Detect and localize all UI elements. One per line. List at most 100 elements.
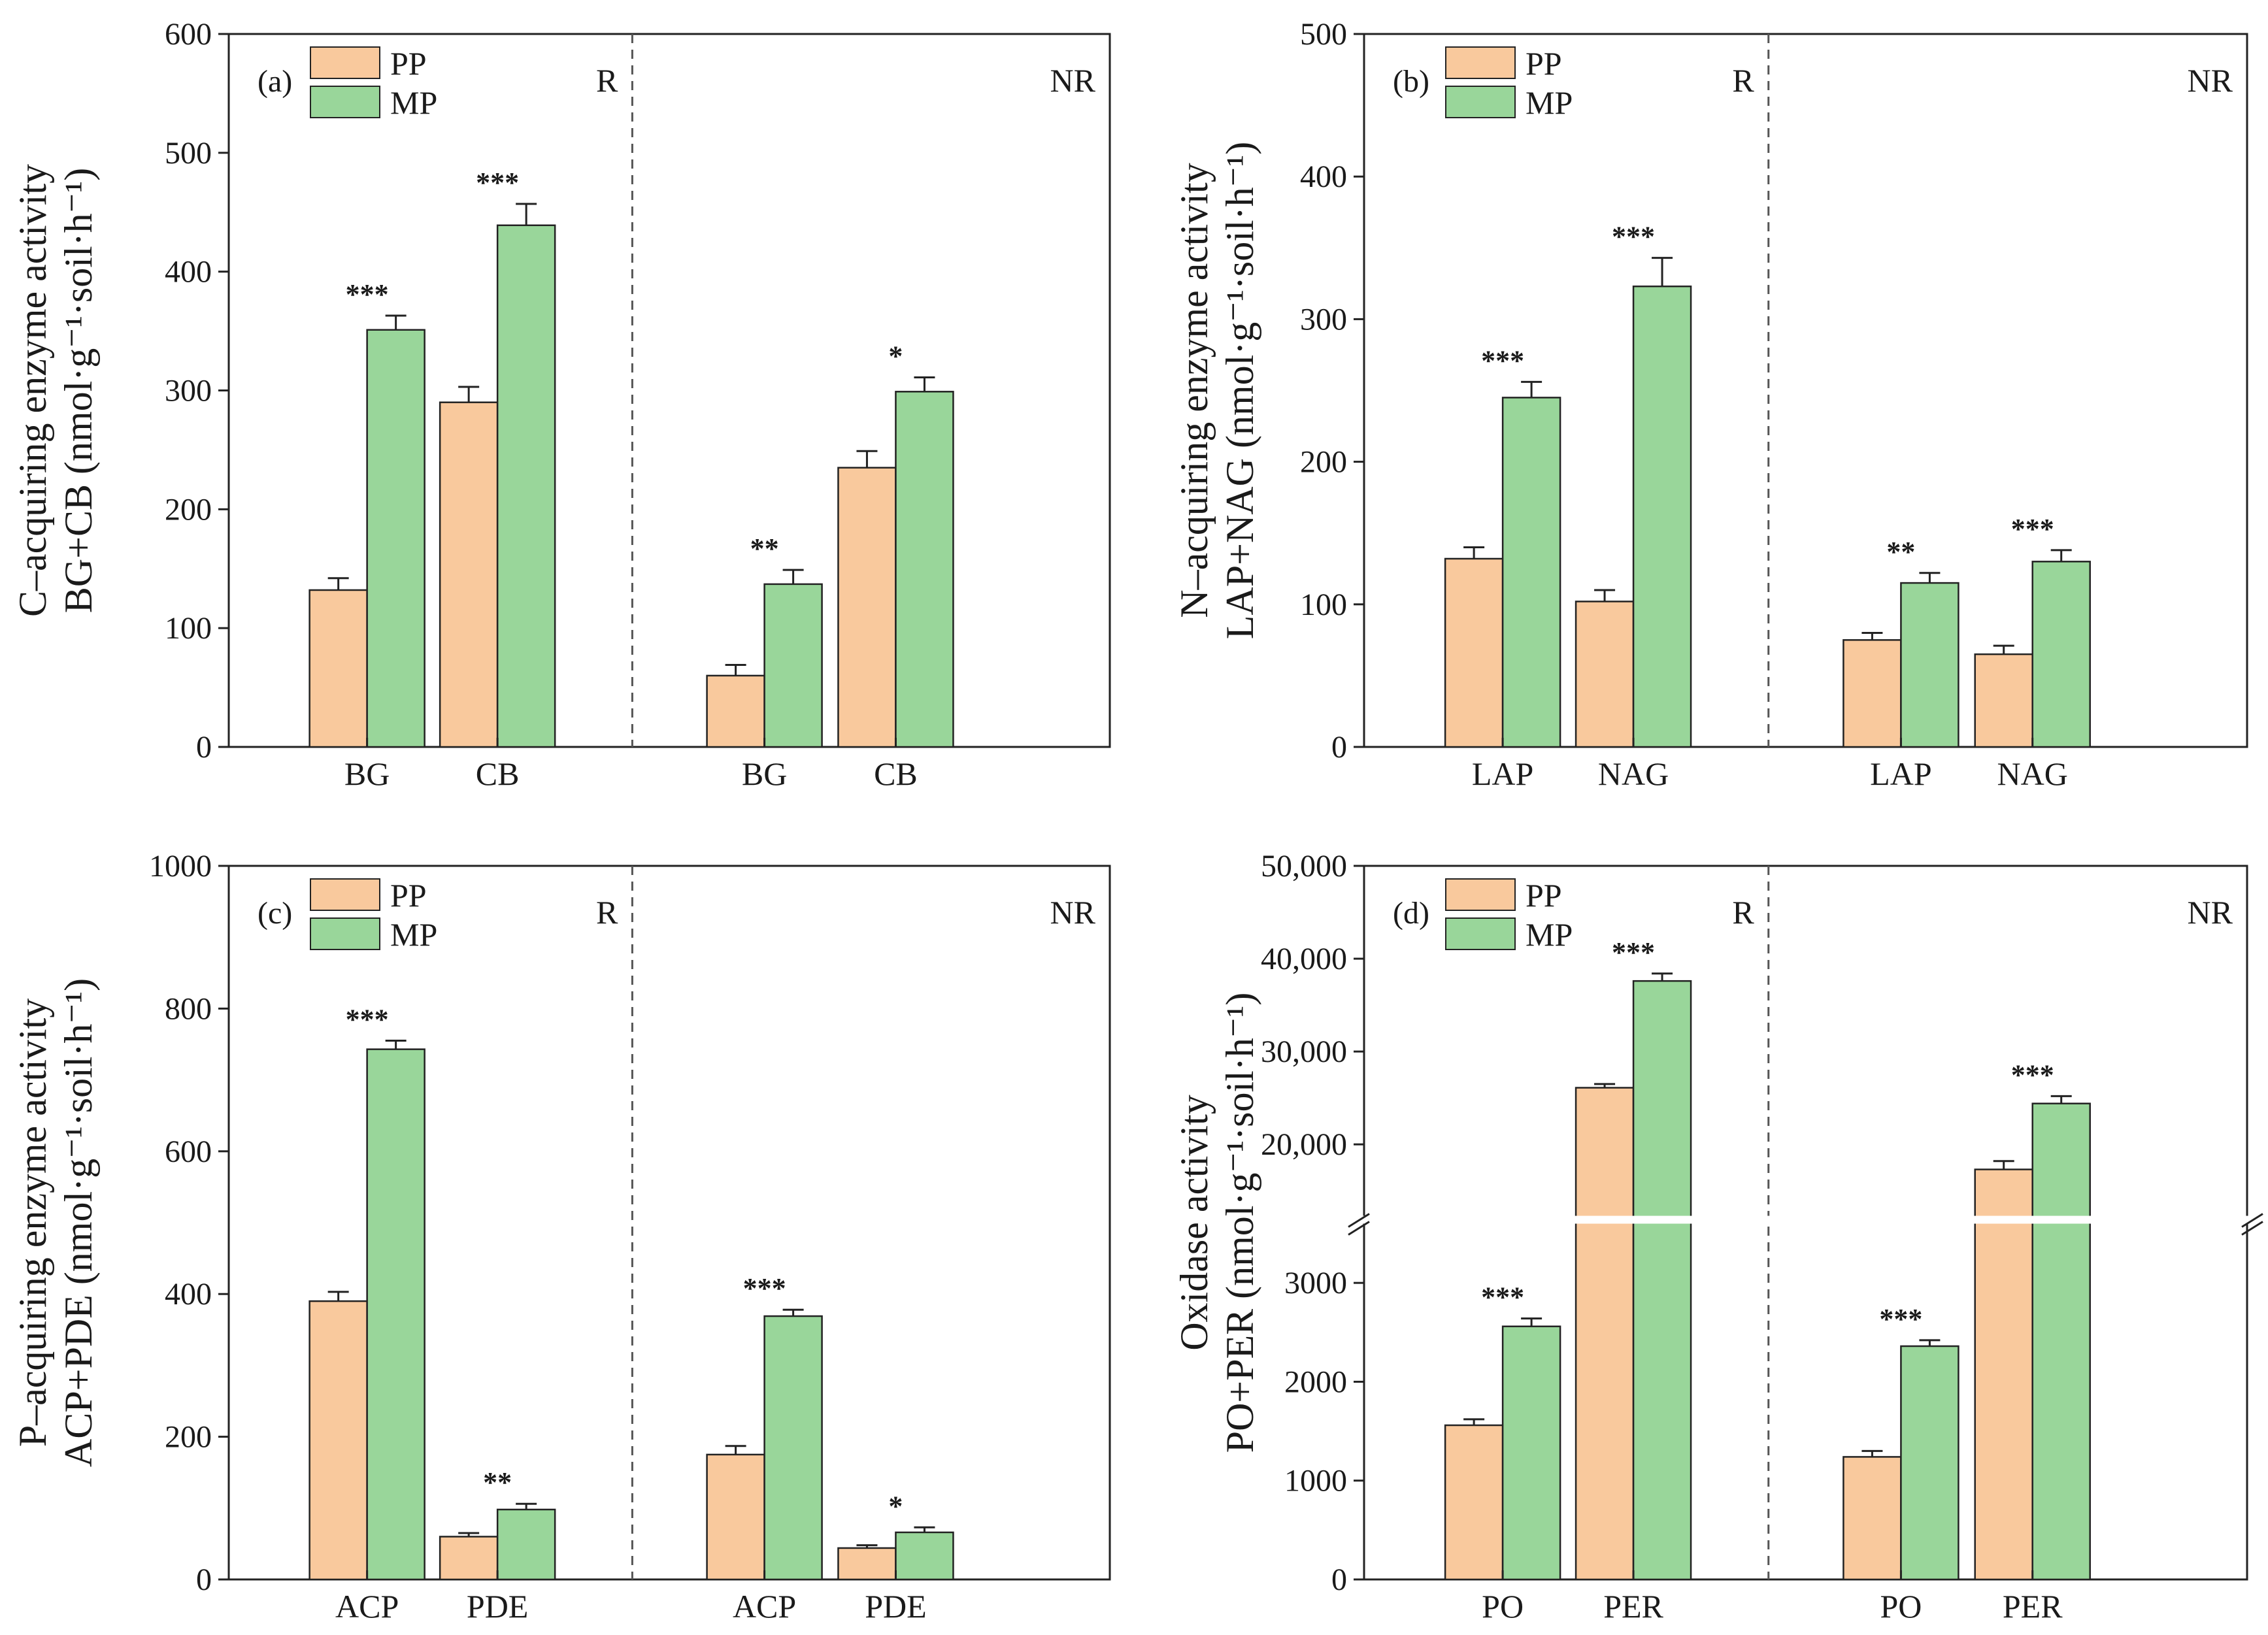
y-axis-title-line1: P–acquiring enzyme activity: [11, 999, 54, 1447]
x-category-label: LAP: [1472, 755, 1533, 792]
y-tick-label: 500: [165, 136, 212, 171]
axis-break-mark-right-1: [2241, 1213, 2263, 1228]
y-tick-label: 0: [196, 730, 212, 765]
x-category-label: ACP: [733, 1588, 796, 1625]
legend-label-mp: MP: [390, 916, 437, 953]
significance-label: ***: [1481, 344, 1524, 376]
y-tick-label: 600: [165, 1134, 212, 1169]
x-category-label: PDE: [467, 1588, 528, 1625]
bar-pp-nr-per: [1974, 1168, 2033, 1581]
x-category-label: NAG: [1598, 755, 1669, 792]
legend-swatch-pp: [310, 878, 380, 911]
y-tick-label: 0: [1331, 730, 1347, 765]
y-tick-label: 400: [1300, 159, 1347, 194]
x-category-label: PER: [2003, 1588, 2063, 1625]
x-category-label: PER: [1603, 1588, 1663, 1625]
legend-label-mp: MP: [390, 84, 437, 121]
bar-pp-r-cb: [439, 401, 499, 748]
bar-mp-nr-per: [2031, 1102, 2091, 1581]
axis-break-mark-left-1: [1348, 1213, 1370, 1228]
y-tick-label: 200: [165, 492, 212, 527]
y-tick-label: 30,000: [1261, 1034, 1347, 1069]
bar-mp-r-bg: [366, 329, 425, 748]
legend-swatch-mp: [1445, 86, 1516, 118]
bar-mp-nr-pde: [895, 1531, 954, 1581]
bar-pp-r-acp: [309, 1300, 368, 1581]
bar-mp-r-per: [1632, 980, 1692, 1581]
bar-pp-r-lap: [1444, 557, 1504, 748]
panel-label-a: (a): [258, 64, 292, 99]
region-label-nr: NR: [1050, 62, 1096, 99]
legend-swatch-mp: [310, 86, 380, 118]
bar-mp-nr-cb: [895, 391, 954, 748]
legend-swatch-mp: [310, 917, 380, 950]
bar-pp-nr-acp: [706, 1453, 765, 1581]
legend-swatch-pp: [310, 46, 380, 79]
legend-label-pp: PP: [1526, 877, 1562, 914]
bar-pp-nr-nag: [1974, 653, 2033, 748]
y-tick-label: 300: [165, 374, 212, 408]
region-label-r: R: [596, 62, 618, 99]
y-tick-label: 500: [1300, 17, 1347, 52]
y-tick-label: 100: [165, 611, 212, 646]
significance-label: ***: [2011, 1059, 2054, 1091]
bar-mp-r-po: [1501, 1325, 1561, 1581]
significance-label: ***: [1481, 1281, 1524, 1313]
significance-label: ***: [1879, 1303, 1922, 1335]
legend-label-pp: PP: [390, 45, 427, 82]
axis-break-mark-left-2: [1348, 1221, 1370, 1236]
y-tick-label: 300: [1300, 302, 1347, 337]
y-tick-label: 50,000: [1261, 849, 1347, 884]
panel-d: 0 1000 2000 3000 20,000 30,000 40,000 50,000 Oxi…: [1173, 849, 2263, 1625]
panel-c: 0 200 400 600 800 1000 P–acquiring enzyme acti…: [11, 849, 1111, 1625]
y-tick-label: 2000: [1284, 1364, 1347, 1399]
region-label-nr: NR: [1050, 894, 1096, 931]
y-tick-label: 400: [165, 255, 212, 289]
bar-pp-r-po: [1444, 1424, 1504, 1581]
plot-frame-b: [1363, 33, 2248, 748]
x-category-label: BG: [742, 755, 787, 792]
bar-pp-r-nag: [1575, 601, 1635, 748]
region-label-nr: NR: [2188, 894, 2233, 931]
plot-frame-c: [227, 865, 1111, 1581]
significance-label: ***: [743, 1272, 786, 1304]
y-axis-title-line2: PO+PER (nmol·g⁻¹·soil·h⁻¹): [1218, 993, 1261, 1453]
y-axis-title-line1: Oxidase activity: [1173, 1095, 1216, 1351]
x-category-label: NAG: [1997, 755, 2068, 792]
legend-swatch-mp: [1445, 917, 1516, 950]
region-label-nr: NR: [2188, 62, 2233, 99]
bar-mp-r-pde: [496, 1508, 556, 1581]
y-tick-label: 800: [165, 991, 212, 1026]
panel-label-d: (d): [1393, 896, 1429, 931]
x-category-label: BG: [344, 755, 390, 792]
legend-label-mp: MP: [1526, 916, 1573, 953]
bar-mp-nr-po: [1900, 1345, 1959, 1581]
significance-label: ***: [346, 1004, 389, 1036]
axis-break-band: [1356, 1215, 2255, 1224]
x-category-label: CB: [874, 755, 918, 792]
region-label-r: R: [596, 894, 618, 931]
legend-label-mp: MP: [1526, 84, 1573, 121]
bar-mp-nr-nag: [2031, 561, 2091, 748]
axis-break-mark-right-2: [2241, 1221, 2263, 1236]
panel-a: 0 100 200 300 400 500 600 C–acquiring enzyme ac…: [11, 17, 1111, 792]
y-tick-label: 3000: [1284, 1266, 1347, 1300]
y-axis-title-line1: N–acquiring enzyme activity: [1173, 163, 1216, 618]
legend-label-pp: PP: [390, 877, 427, 914]
bar-mp-r-cb: [496, 224, 556, 748]
y-tick-label: 40,000: [1261, 942, 1347, 976]
bar-pp-nr-cb: [837, 467, 897, 748]
region-label-r: R: [1732, 62, 1754, 99]
significance-label: **: [750, 533, 779, 565]
significance-label: *: [888, 340, 903, 372]
y-axis-title-line1: C–acquiring enzyme activity: [11, 164, 54, 617]
bar-pp-nr-pde: [837, 1547, 897, 1581]
region-label-r: R: [1732, 894, 1754, 931]
y-tick-label: 100: [1300, 587, 1347, 622]
bar-mp-r-nag: [1632, 285, 1692, 748]
bar-pp-nr-lap: [1843, 639, 1902, 748]
y-tick-label: 400: [165, 1277, 212, 1312]
y-tick-label: 1000: [149, 849, 212, 884]
x-category-label: PDE: [865, 1588, 926, 1625]
